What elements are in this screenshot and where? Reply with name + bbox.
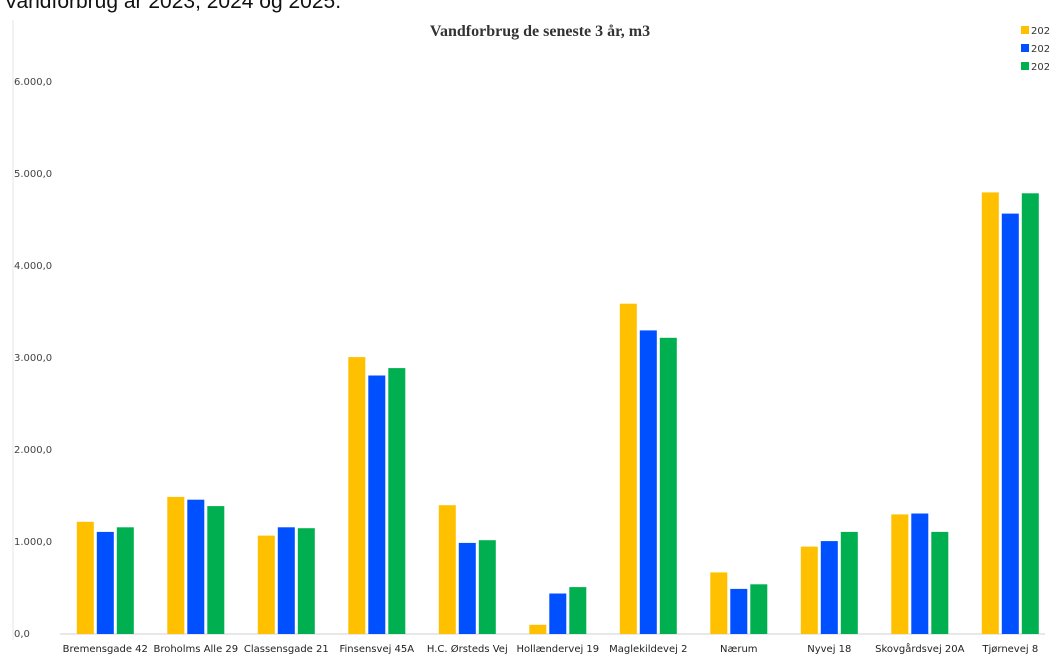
bar-2024 — [277, 527, 295, 634]
bars-group — [76, 192, 1039, 635]
figure-caption: Vandforbrug år 2023, 2024 og 2025. — [4, 0, 342, 13]
bar-2023 — [891, 514, 909, 634]
x-tick-label: Tjørnevej 8 — [981, 644, 1038, 655]
legend-swatch — [1021, 26, 1029, 34]
bar-2024 — [458, 542, 476, 634]
bar-2023 — [76, 521, 94, 634]
bar-2024 — [96, 531, 114, 634]
bar-2023 — [348, 357, 366, 634]
bar-2025 — [207, 506, 225, 634]
bar-2023 — [438, 505, 456, 634]
x-tick-label: Finsensvej 45A — [339, 644, 414, 655]
bar-2024 — [820, 541, 838, 634]
bar-2023 — [710, 572, 728, 634]
bar-2025 — [116, 527, 134, 634]
legend-swatch — [1021, 44, 1029, 52]
bar-2024 — [730, 588, 748, 634]
bar-2023 — [619, 303, 637, 634]
legend: 2023 2024 2025 — [1021, 26, 1050, 73]
chart-title: Vandforbrug de seneste 3 år, m3 — [430, 23, 650, 40]
x-tick-label: Bremensgade 42 — [63, 644, 148, 655]
y-tick-label: 1.000,0 — [14, 537, 52, 548]
legend-swatch — [1021, 62, 1029, 70]
bar-2025 — [388, 368, 406, 634]
y-tick-label: 4.000,0 — [14, 261, 52, 272]
bar-2023 — [167, 496, 185, 634]
bar-2024 — [911, 513, 929, 634]
bar-2024 — [639, 330, 657, 634]
bar-2024 — [187, 499, 205, 634]
bar-2025 — [297, 528, 315, 634]
bar-2025 — [840, 531, 858, 634]
x-tick-label: Nærum — [720, 644, 758, 655]
bar-2024 — [549, 593, 567, 634]
legend-label: 2024 — [1031, 44, 1050, 55]
x-tick-label: Nyvej 18 — [807, 644, 851, 655]
y-axis: 0,0 1.000,0 2.000,0 3.000,0 4.000,0 5.000,0 6.… — [14, 77, 52, 640]
y-tick-label: 0,0 — [14, 629, 30, 640]
y-tick-label: 2.000,0 — [14, 445, 52, 456]
bar-2024 — [1001, 213, 1019, 634]
bar-2023 — [257, 535, 275, 634]
x-tick-label: H.C. Ørsteds Vej — [427, 643, 508, 655]
bar-2025 — [1021, 193, 1039, 635]
x-tick-label: Hollændervej 19 — [516, 644, 599, 655]
bar-2025 — [931, 531, 949, 634]
bar-2023 — [800, 546, 818, 634]
x-tick-label: Broholms Alle 29 — [153, 644, 238, 655]
x-axis: Bremensgade 42 Broholms Alle 29 Classensga… — [63, 642, 1039, 655]
bar-2025 — [750, 584, 768, 634]
x-tick-label: Classensgade 21 — [244, 644, 329, 655]
bar-2024 — [368, 375, 386, 634]
bar-2023 — [981, 192, 999, 634]
x-tick-label: Maglekildevej 2 — [609, 644, 687, 655]
legend-label: 2025 — [1031, 62, 1050, 73]
legend-label: 2023 — [1031, 26, 1050, 37]
bar-2023 — [529, 624, 547, 634]
y-tick-label: 3.000,0 — [14, 353, 52, 364]
bar-2025 — [659, 337, 677, 634]
y-tick-label: 5.000,0 — [14, 169, 52, 180]
bar-2025 — [569, 587, 587, 634]
bar-2025 — [478, 540, 496, 634]
x-tick-label: Skovgårdsvej 20A — [875, 642, 965, 655]
y-tick-label: 6.000,0 — [14, 77, 52, 88]
